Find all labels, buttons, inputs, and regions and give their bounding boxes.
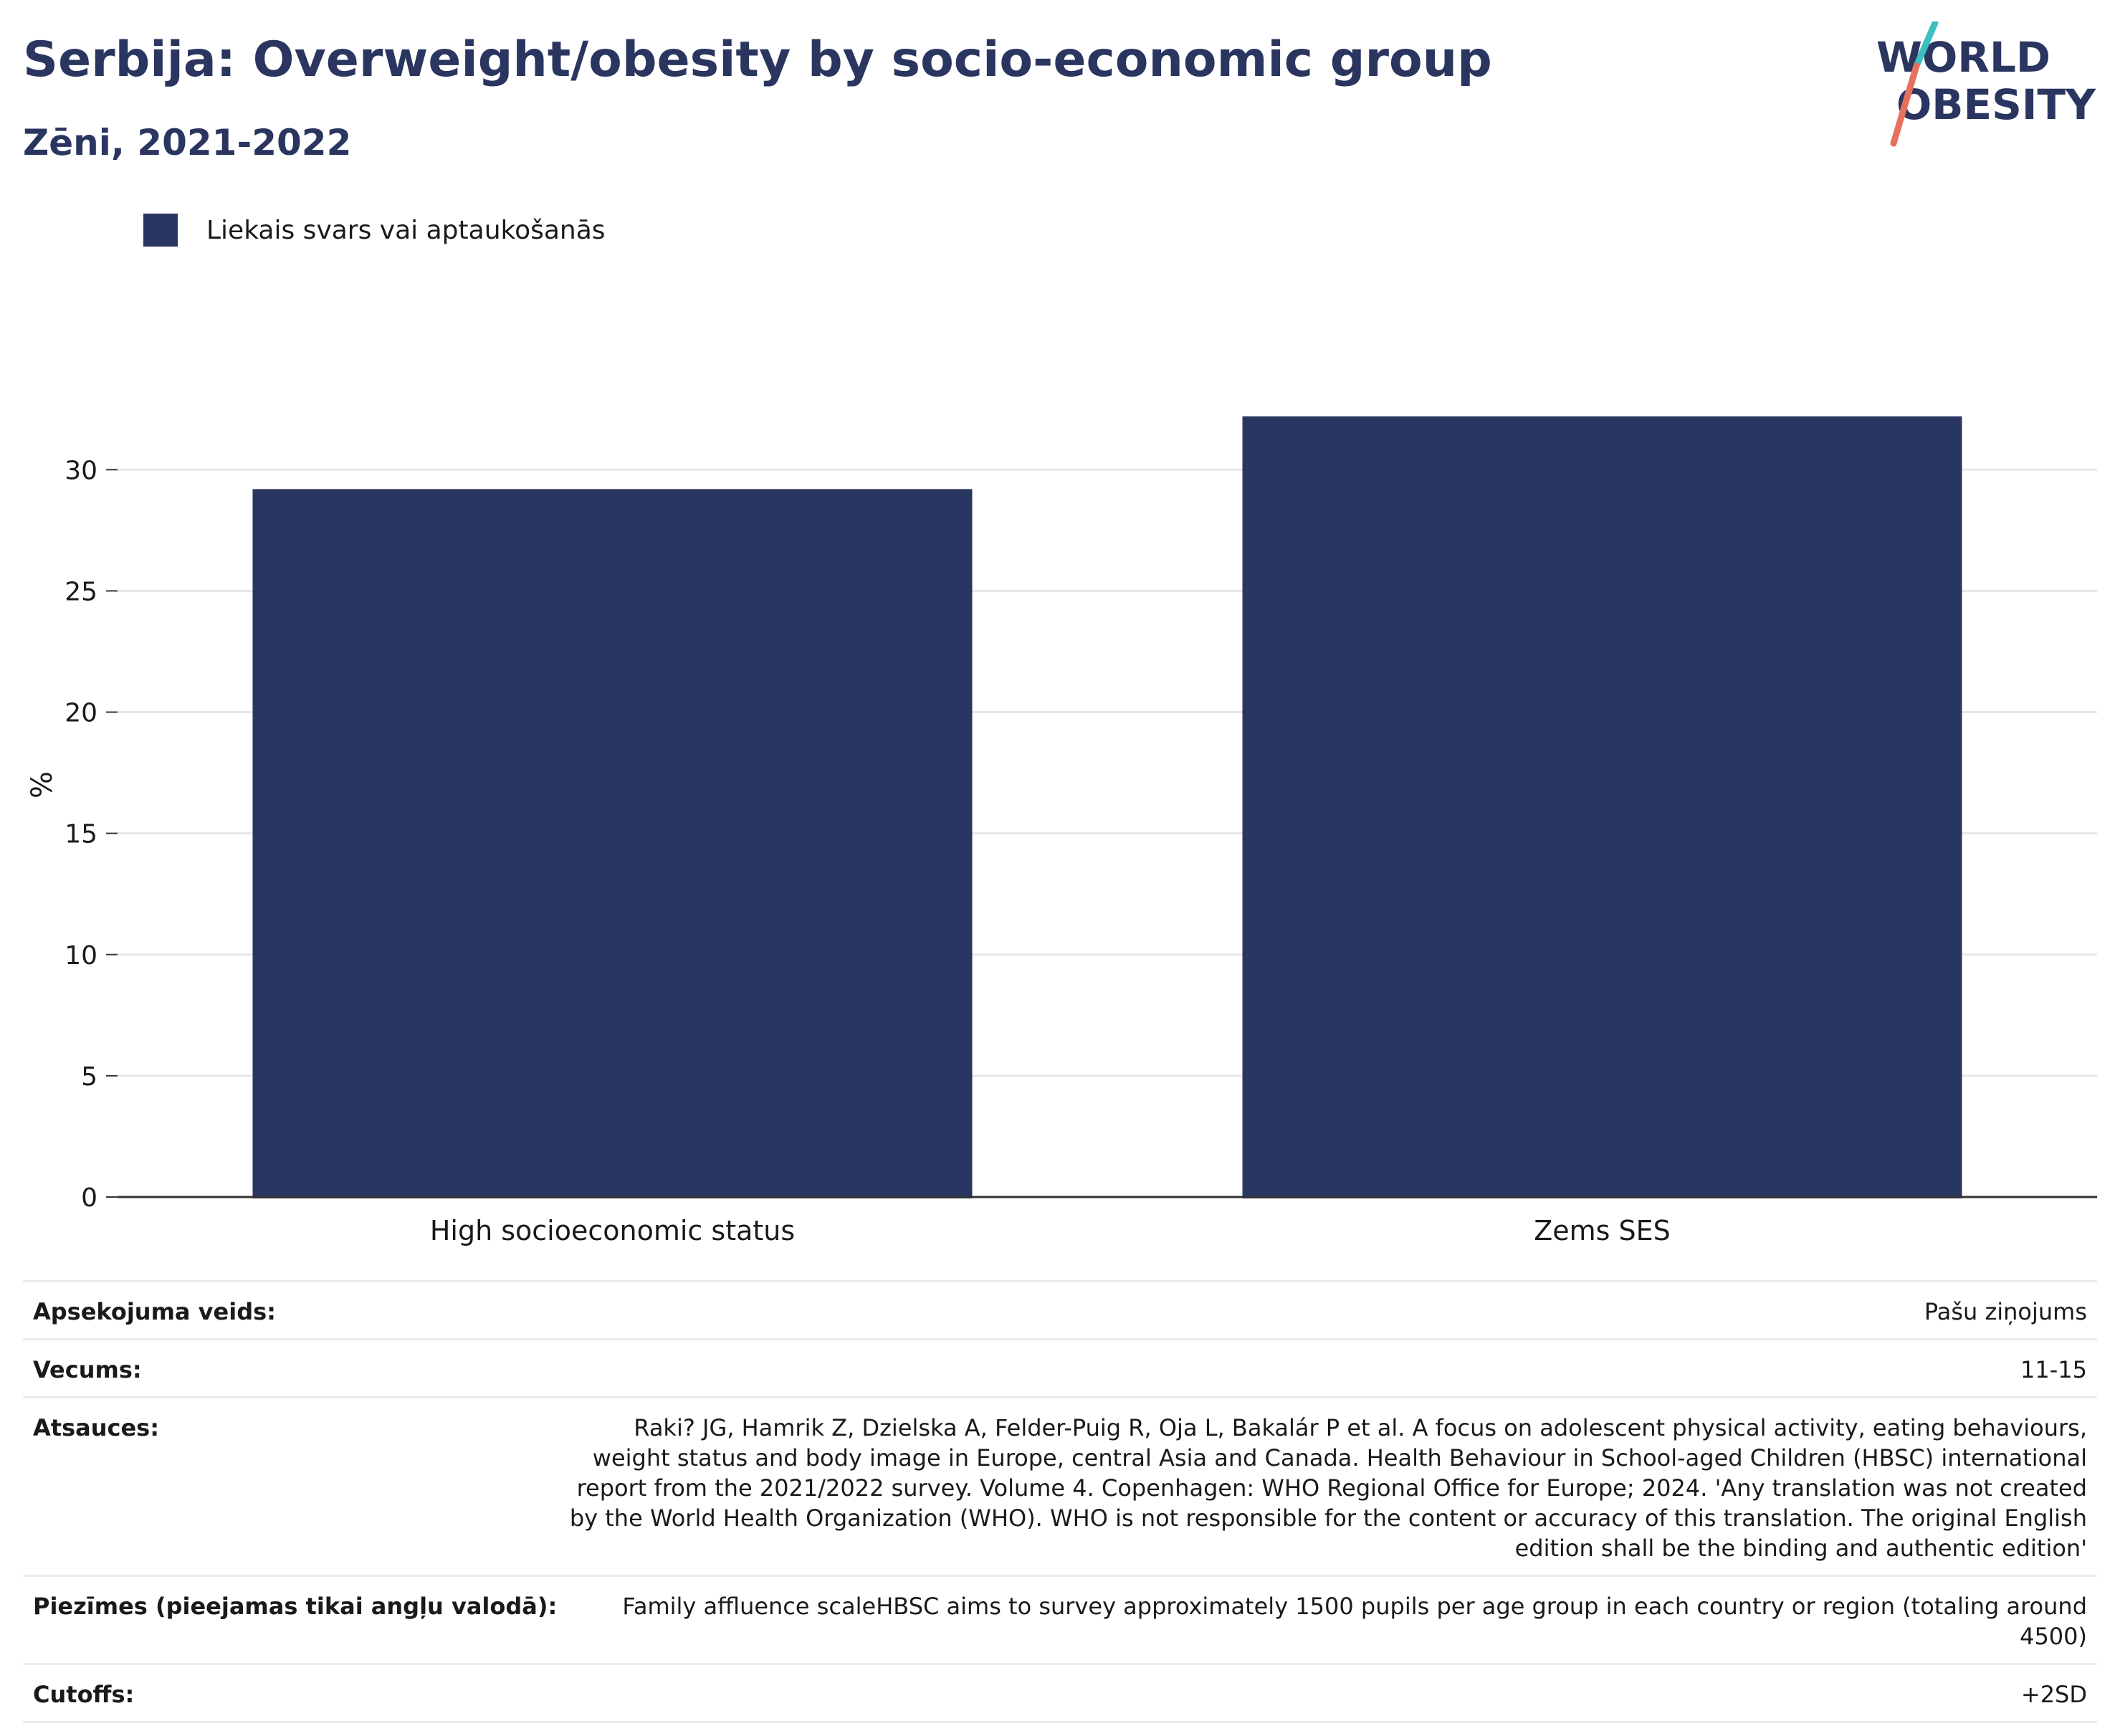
- meta-value-age: 11-15: [2020, 1356, 2087, 1383]
- meta-label-cutoffs: Cutoffs:: [33, 1681, 135, 1708]
- legend-label: Liekais svars vai aptaukošanās: [206, 215, 606, 245]
- metadata-table: Apsekojuma veids: Pašu ziņojums Vecums: …: [23, 1280, 2097, 1723]
- x-tick-label: Zems SES: [1534, 1215, 1671, 1246]
- y-tick-label: 20: [65, 699, 97, 728]
- logo-word-obesity: OBESITY: [1896, 80, 2096, 129]
- meta-label-notes: Piezīmes (pieejamas tikai angļu valodā):: [33, 1593, 558, 1620]
- logo-slash-bottom: [1890, 62, 1920, 147]
- y-tick-label: 5: [81, 1062, 97, 1092]
- world-obesity-logo: WORLD OBESITY: [1876, 22, 2096, 147]
- y-tick-label: 30: [65, 456, 97, 485]
- meta-label-survey-type: Apsekojuma veids:: [33, 1298, 276, 1325]
- legend-swatch: [143, 214, 178, 247]
- chart-legend: Liekais svars vai aptaukošanās: [143, 214, 606, 247]
- logo-word-world: WORLD: [1876, 33, 2050, 82]
- x-tick-label: High socioeconomic status: [430, 1215, 795, 1246]
- meta-value-references: Raki? JG, Hamrik Z, Dzielska A, Felder-P…: [569, 1414, 2087, 1562]
- meta-row-cutoffs: Cutoffs: +2SD: [23, 1665, 2097, 1723]
- meta-value-survey-type: Pašu ziņojums: [1924, 1298, 2087, 1325]
- chart-subtitle: Zēni, 2021-2022: [23, 122, 352, 163]
- meta-row-notes: Piezīmes (pieejamas tikai angļu valodā):…: [23, 1577, 2097, 1665]
- meta-row-age: Vecums: 11-15: [23, 1340, 2097, 1398]
- chart-title: Serbija: Overweight/obesity by socio-eco…: [23, 32, 1492, 88]
- y-tick-label: 0: [81, 1183, 97, 1213]
- bar: [252, 489, 973, 1198]
- meta-value-cutoffs: +2SD: [2020, 1681, 2087, 1708]
- meta-label-age: Vecums:: [33, 1356, 142, 1383]
- y-tick-label: 10: [65, 941, 97, 970]
- meta-label-references: Atsauces:: [33, 1414, 159, 1441]
- bar: [1242, 416, 1962, 1198]
- bar-chart: 0 5 10 15 20 25 30% High socioeconomic status Ze…: [26, 416, 2097, 1246]
- meta-row-survey-type: Apsekojuma veids: Pašu ziņojums: [23, 1282, 2097, 1340]
- y-axis-label: %: [26, 771, 59, 798]
- logo-slash-top: [1913, 22, 1939, 70]
- y-tick-label: 25: [65, 577, 97, 606]
- meta-value-notes: Family affluence scaleHBSC aims to surve…: [622, 1593, 2087, 1650]
- y-tick-label: 15: [65, 820, 97, 849]
- meta-row-references: Atsauces: Raki? JG, Hamrik Z, Dzielska A…: [23, 1398, 2097, 1577]
